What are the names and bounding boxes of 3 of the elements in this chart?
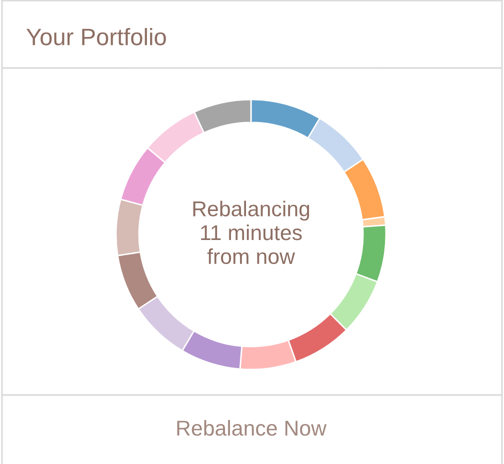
text: Rebalancing 11 minutes from now	[193, 200, 310, 264]
text: Rebalance Now	[177, 420, 327, 436]
chart-title: Your Portfolio	[26, 28, 166, 46]
